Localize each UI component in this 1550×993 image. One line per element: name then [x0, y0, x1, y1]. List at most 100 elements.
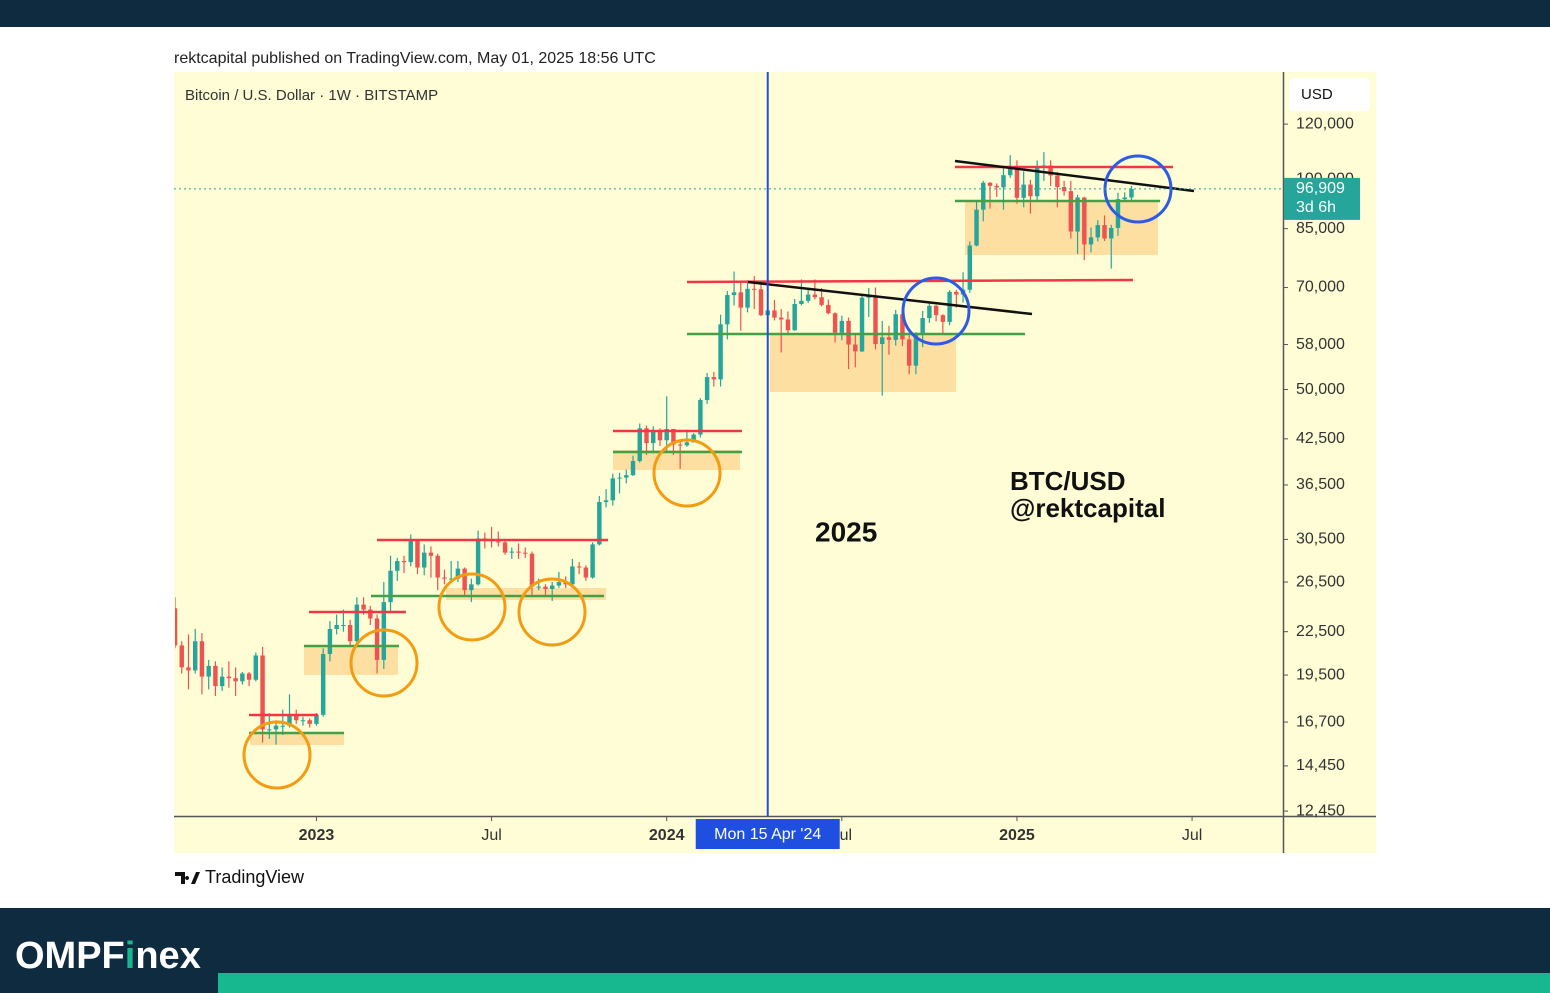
candle-body: [617, 477, 622, 479]
y-tick-label: 14,450: [1296, 757, 1345, 774]
zone: [613, 450, 740, 470]
candle-body: [583, 567, 589, 578]
candle-body: [1001, 175, 1006, 188]
candle-body: [421, 552, 427, 568]
candle-body: [354, 604, 360, 642]
candle-body: [543, 586, 548, 589]
candle-body: [536, 586, 541, 588]
brand: OMPFinex: [15, 935, 201, 977]
candle-body: [590, 544, 595, 578]
candle-body: [179, 645, 184, 668]
y-tick-label: 26,500: [1296, 573, 1345, 590]
candle-body: [192, 641, 198, 671]
candle-body: [610, 478, 616, 501]
y-tick-label: 42,500: [1296, 430, 1345, 447]
candle-body: [327, 628, 333, 655]
candle-body: [1129, 188, 1134, 198]
candle-body: [442, 577, 447, 579]
candle-body: [603, 500, 609, 503]
chart-background: [174, 72, 1376, 853]
candle-body: [233, 678, 238, 682]
candle-body: [987, 182, 993, 186]
candle-body: [1028, 184, 1033, 197]
candle-body: [745, 288, 750, 308]
candle-body: [954, 291, 959, 295]
candle-body: [175, 608, 178, 646]
crosshair-label: Mon 15 Apr '24: [714, 826, 821, 843]
highlight-circle: [652, 438, 722, 508]
candle-body: [1055, 175, 1060, 188]
candle-body: [832, 313, 838, 333]
candle-body: [347, 624, 353, 642]
candle-body: [981, 182, 986, 210]
candle-body: [408, 539, 413, 563]
y-tick-label: 30,500: [1296, 531, 1345, 548]
x-tick-label: 2024: [649, 827, 685, 844]
candle-body: [462, 568, 467, 591]
candle-body: [677, 444, 683, 446]
candle-body: [940, 315, 946, 322]
x-tick-label: 2023: [299, 827, 335, 844]
brand-i: i: [125, 935, 136, 977]
candle-body: [549, 585, 555, 589]
candle-body: [1075, 197, 1080, 232]
drawn-line: [686, 278, 1134, 284]
candle-body: [1109, 227, 1114, 239]
candle-body: [260, 655, 265, 730]
candle-body: [738, 292, 744, 308]
y-tick-label: 16,700: [1296, 713, 1345, 730]
candle-body: [826, 304, 831, 314]
candle-body: [320, 654, 326, 715]
candle-body: [388, 570, 393, 603]
highlight-circle: [901, 276, 971, 346]
candle-body: [314, 714, 319, 724]
candle-body: [974, 209, 979, 246]
candle-body: [469, 584, 474, 591]
candle-body: [704, 377, 710, 401]
annotation: BTC/USD: [1010, 466, 1126, 496]
candle-body: [1034, 166, 1040, 197]
candle-body: [1102, 225, 1107, 239]
candle-body: [556, 582, 562, 586]
drawn-line: [954, 159, 1195, 193]
candle-body: [570, 566, 575, 585]
candle-body: [509, 551, 515, 553]
candle-body: [300, 720, 306, 722]
brand-right: nex: [135, 935, 200, 977]
brand-left: OMPF: [15, 935, 125, 977]
x-tick-label: 2025: [999, 827, 1035, 844]
candle-body: [253, 655, 259, 680]
candle-body: [516, 551, 521, 553]
y-tick-label: 36,500: [1296, 476, 1345, 493]
y-tick-label: 50,000: [1296, 381, 1345, 398]
candle-body: [630, 461, 636, 476]
candle-body: [1122, 197, 1127, 200]
candle-body: [933, 305, 939, 316]
candle-body: [758, 289, 764, 316]
candle-body: [1014, 166, 1020, 198]
candle-body: [455, 568, 461, 579]
annotation: @rektcapital: [1010, 493, 1165, 523]
candle-body: [287, 714, 292, 726]
candle-body: [395, 561, 400, 571]
candle-body: [927, 305, 932, 319]
candle-body: [341, 624, 346, 626]
tradingview-logo: TradingView: [175, 867, 305, 887]
y-tick-label: 12,450: [1296, 802, 1345, 819]
currency-box[interactable]: [1289, 78, 1370, 111]
candle-body: [576, 566, 582, 568]
candle-body: [1068, 191, 1074, 232]
candle-body: [307, 720, 312, 724]
last-price-tag: [1284, 177, 1360, 220]
candle-body: [644, 428, 649, 444]
candle-body: [805, 294, 811, 301]
candle-body: [778, 317, 784, 320]
candle-body: [657, 430, 663, 441]
candle-body: [226, 676, 232, 679]
top-band: [0, 0, 1550, 27]
candle-body: [684, 442, 690, 446]
candle-body: [718, 324, 723, 380]
highlight-circle: [517, 577, 587, 647]
candle-body: [1021, 184, 1026, 198]
